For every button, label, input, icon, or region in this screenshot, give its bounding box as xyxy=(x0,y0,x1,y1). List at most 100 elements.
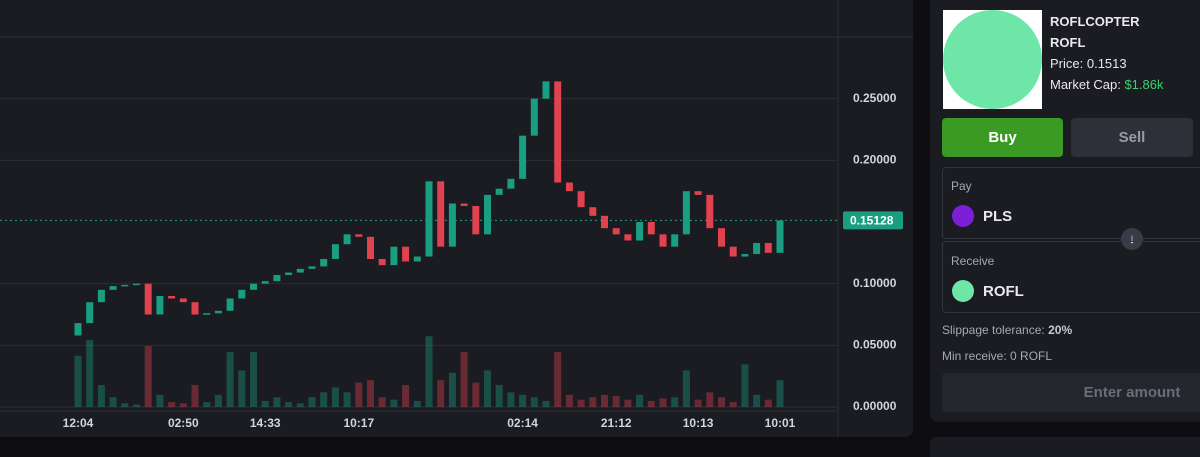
x-tick-label: 10:01 xyxy=(765,416,796,430)
submit-text: Enter amount xyxy=(1083,384,1181,401)
volume-bar xyxy=(519,394,527,407)
chart-panel: 0.00000 0.05000 0.10000 0.15128 0.20000 0.250… xyxy=(0,0,913,437)
volume-bar xyxy=(308,397,316,407)
market-cap-label: Market Cap: xyxy=(1050,77,1121,92)
candle xyxy=(238,289,246,299)
y-tick-label: 0.00000 xyxy=(853,399,897,413)
volume-bar xyxy=(261,400,269,407)
volume-bar xyxy=(413,400,421,407)
volume-bar xyxy=(682,370,690,407)
volume-bar xyxy=(776,380,784,407)
swap-arrow[interactable]: ↓ xyxy=(1121,228,1143,250)
volume-bar xyxy=(554,352,562,407)
volume-bar xyxy=(624,399,632,407)
y-tick-label: 0.20000 xyxy=(853,153,897,167)
buy-button[interactable]: Buy xyxy=(942,118,1063,157)
volume-bar xyxy=(577,399,585,407)
candle xyxy=(355,234,363,237)
candle xyxy=(97,289,105,303)
candle xyxy=(565,182,573,192)
token-symbol: ROFL xyxy=(1050,35,1086,50)
candle xyxy=(156,296,164,315)
pay-label: Pay xyxy=(951,179,972,193)
volume-bar xyxy=(659,398,667,407)
submit-button[interactable]: Enter amount xyxy=(942,373,1200,412)
volume-bar xyxy=(589,397,597,407)
candle xyxy=(612,228,620,235)
x-tick-label: 02:14 xyxy=(507,416,538,430)
volume-bar xyxy=(378,397,386,407)
candle xyxy=(133,283,140,286)
candle xyxy=(589,207,597,216)
y-tick-label: 0.25000 xyxy=(853,91,897,105)
volume-bar xyxy=(179,403,187,407)
candle xyxy=(729,246,737,257)
slippage-value: 20% xyxy=(1048,323,1073,337)
sell-button[interactable]: Sell xyxy=(1071,118,1193,157)
candle xyxy=(308,266,316,269)
volume-bar xyxy=(367,380,374,407)
x-tick-label: 02:50 xyxy=(168,416,199,430)
volume-bar xyxy=(671,397,679,407)
volume-bar xyxy=(168,402,176,407)
candle xyxy=(542,81,550,99)
candle xyxy=(191,302,199,315)
lower-panel xyxy=(930,437,1200,457)
candle xyxy=(320,259,328,267)
volume-bar xyxy=(565,394,573,407)
slippage: Slippage tolerance: 20% xyxy=(942,323,1072,337)
x-tick-label: 14:33 xyxy=(250,416,281,430)
volume-bar xyxy=(156,394,164,407)
candle xyxy=(402,246,410,262)
candle xyxy=(74,323,82,336)
receive-box[interactable]: Receive ROFL xyxy=(942,241,1200,313)
volume-bar xyxy=(437,380,445,407)
volume-bar xyxy=(331,387,339,407)
chart: 0.00000 0.05000 0.10000 0.15128 0.20000 0.250… xyxy=(0,0,913,437)
volume-bar xyxy=(320,392,328,407)
candle xyxy=(706,194,714,229)
volume-bar xyxy=(86,339,94,407)
candle xyxy=(753,242,761,255)
token-price: Price: 0.1513 xyxy=(1050,56,1127,71)
candle xyxy=(121,284,129,287)
volume-bar xyxy=(121,403,129,407)
candle xyxy=(764,242,772,253)
volume-bar xyxy=(109,397,117,407)
candle xyxy=(261,281,269,284)
min-receive: Min receive: 0 ROFL xyxy=(942,349,1053,363)
volume-bar xyxy=(343,392,351,407)
candle xyxy=(413,256,421,262)
volume-bar xyxy=(694,399,702,407)
candle xyxy=(659,234,667,247)
x-tick-label: 10:13 xyxy=(683,416,714,430)
receive-token: ROFL xyxy=(983,283,1024,300)
y-tick-label: 0.15128 xyxy=(850,214,894,228)
candle xyxy=(554,81,562,183)
price-label: Price: xyxy=(1050,56,1084,71)
candle xyxy=(460,203,468,206)
slippage-label: Slippage tolerance: xyxy=(942,323,1045,337)
market-cap-value: $1.86k xyxy=(1124,77,1164,92)
volume-bar xyxy=(191,385,199,407)
candle xyxy=(168,296,176,299)
candle xyxy=(378,259,386,266)
volume-bar xyxy=(285,402,293,407)
candle xyxy=(776,220,784,253)
candle xyxy=(367,236,374,259)
candle xyxy=(86,302,94,324)
pay-token: PLS xyxy=(983,208,1013,225)
volume-bar xyxy=(472,382,480,407)
pay-box[interactable]: Pay PLS xyxy=(942,167,1200,239)
volume-bar xyxy=(729,402,737,407)
x-tick-label: 12:04 xyxy=(63,416,94,430)
candle xyxy=(226,298,234,311)
candle xyxy=(519,135,527,179)
trade-panel: ROFLCOPTER ROFL Price: 0.1513 Market Cap… xyxy=(930,0,1200,422)
volume-bar xyxy=(495,385,503,407)
token-logo xyxy=(943,10,1042,109)
x-tick-label: 10:17 xyxy=(343,416,374,430)
pls-icon xyxy=(952,205,974,227)
volume-bar xyxy=(238,370,246,407)
candle xyxy=(577,191,585,208)
